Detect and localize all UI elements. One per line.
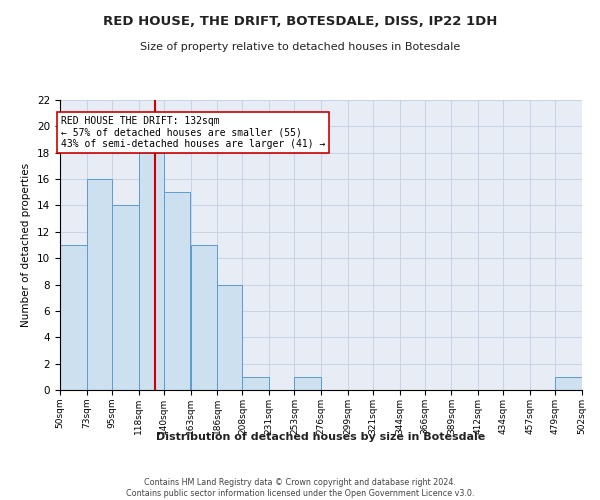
Text: RED HOUSE, THE DRIFT, BOTESDALE, DISS, IP22 1DH: RED HOUSE, THE DRIFT, BOTESDALE, DISS, I… — [103, 15, 497, 28]
Bar — [139, 152, 164, 390]
Bar — [295, 377, 321, 390]
Text: Contains HM Land Registry data © Crown copyright and database right 2024.
Contai: Contains HM Land Registry data © Crown c… — [126, 478, 474, 498]
Text: Distribution of detached houses by size in Botesdale: Distribution of detached houses by size … — [157, 432, 485, 442]
Bar — [112, 206, 139, 390]
Bar — [60, 245, 86, 390]
Bar — [86, 179, 112, 390]
Bar — [556, 377, 582, 390]
Text: RED HOUSE THE DRIFT: 132sqm
← 57% of detached houses are smaller (55)
43% of sem: RED HOUSE THE DRIFT: 132sqm ← 57% of det… — [61, 116, 326, 149]
Bar — [217, 284, 242, 390]
Y-axis label: Number of detached properties: Number of detached properties — [22, 163, 31, 327]
Text: Size of property relative to detached houses in Botesdale: Size of property relative to detached ho… — [140, 42, 460, 52]
Bar — [164, 192, 190, 390]
Bar — [191, 245, 217, 390]
Bar — [242, 377, 269, 390]
